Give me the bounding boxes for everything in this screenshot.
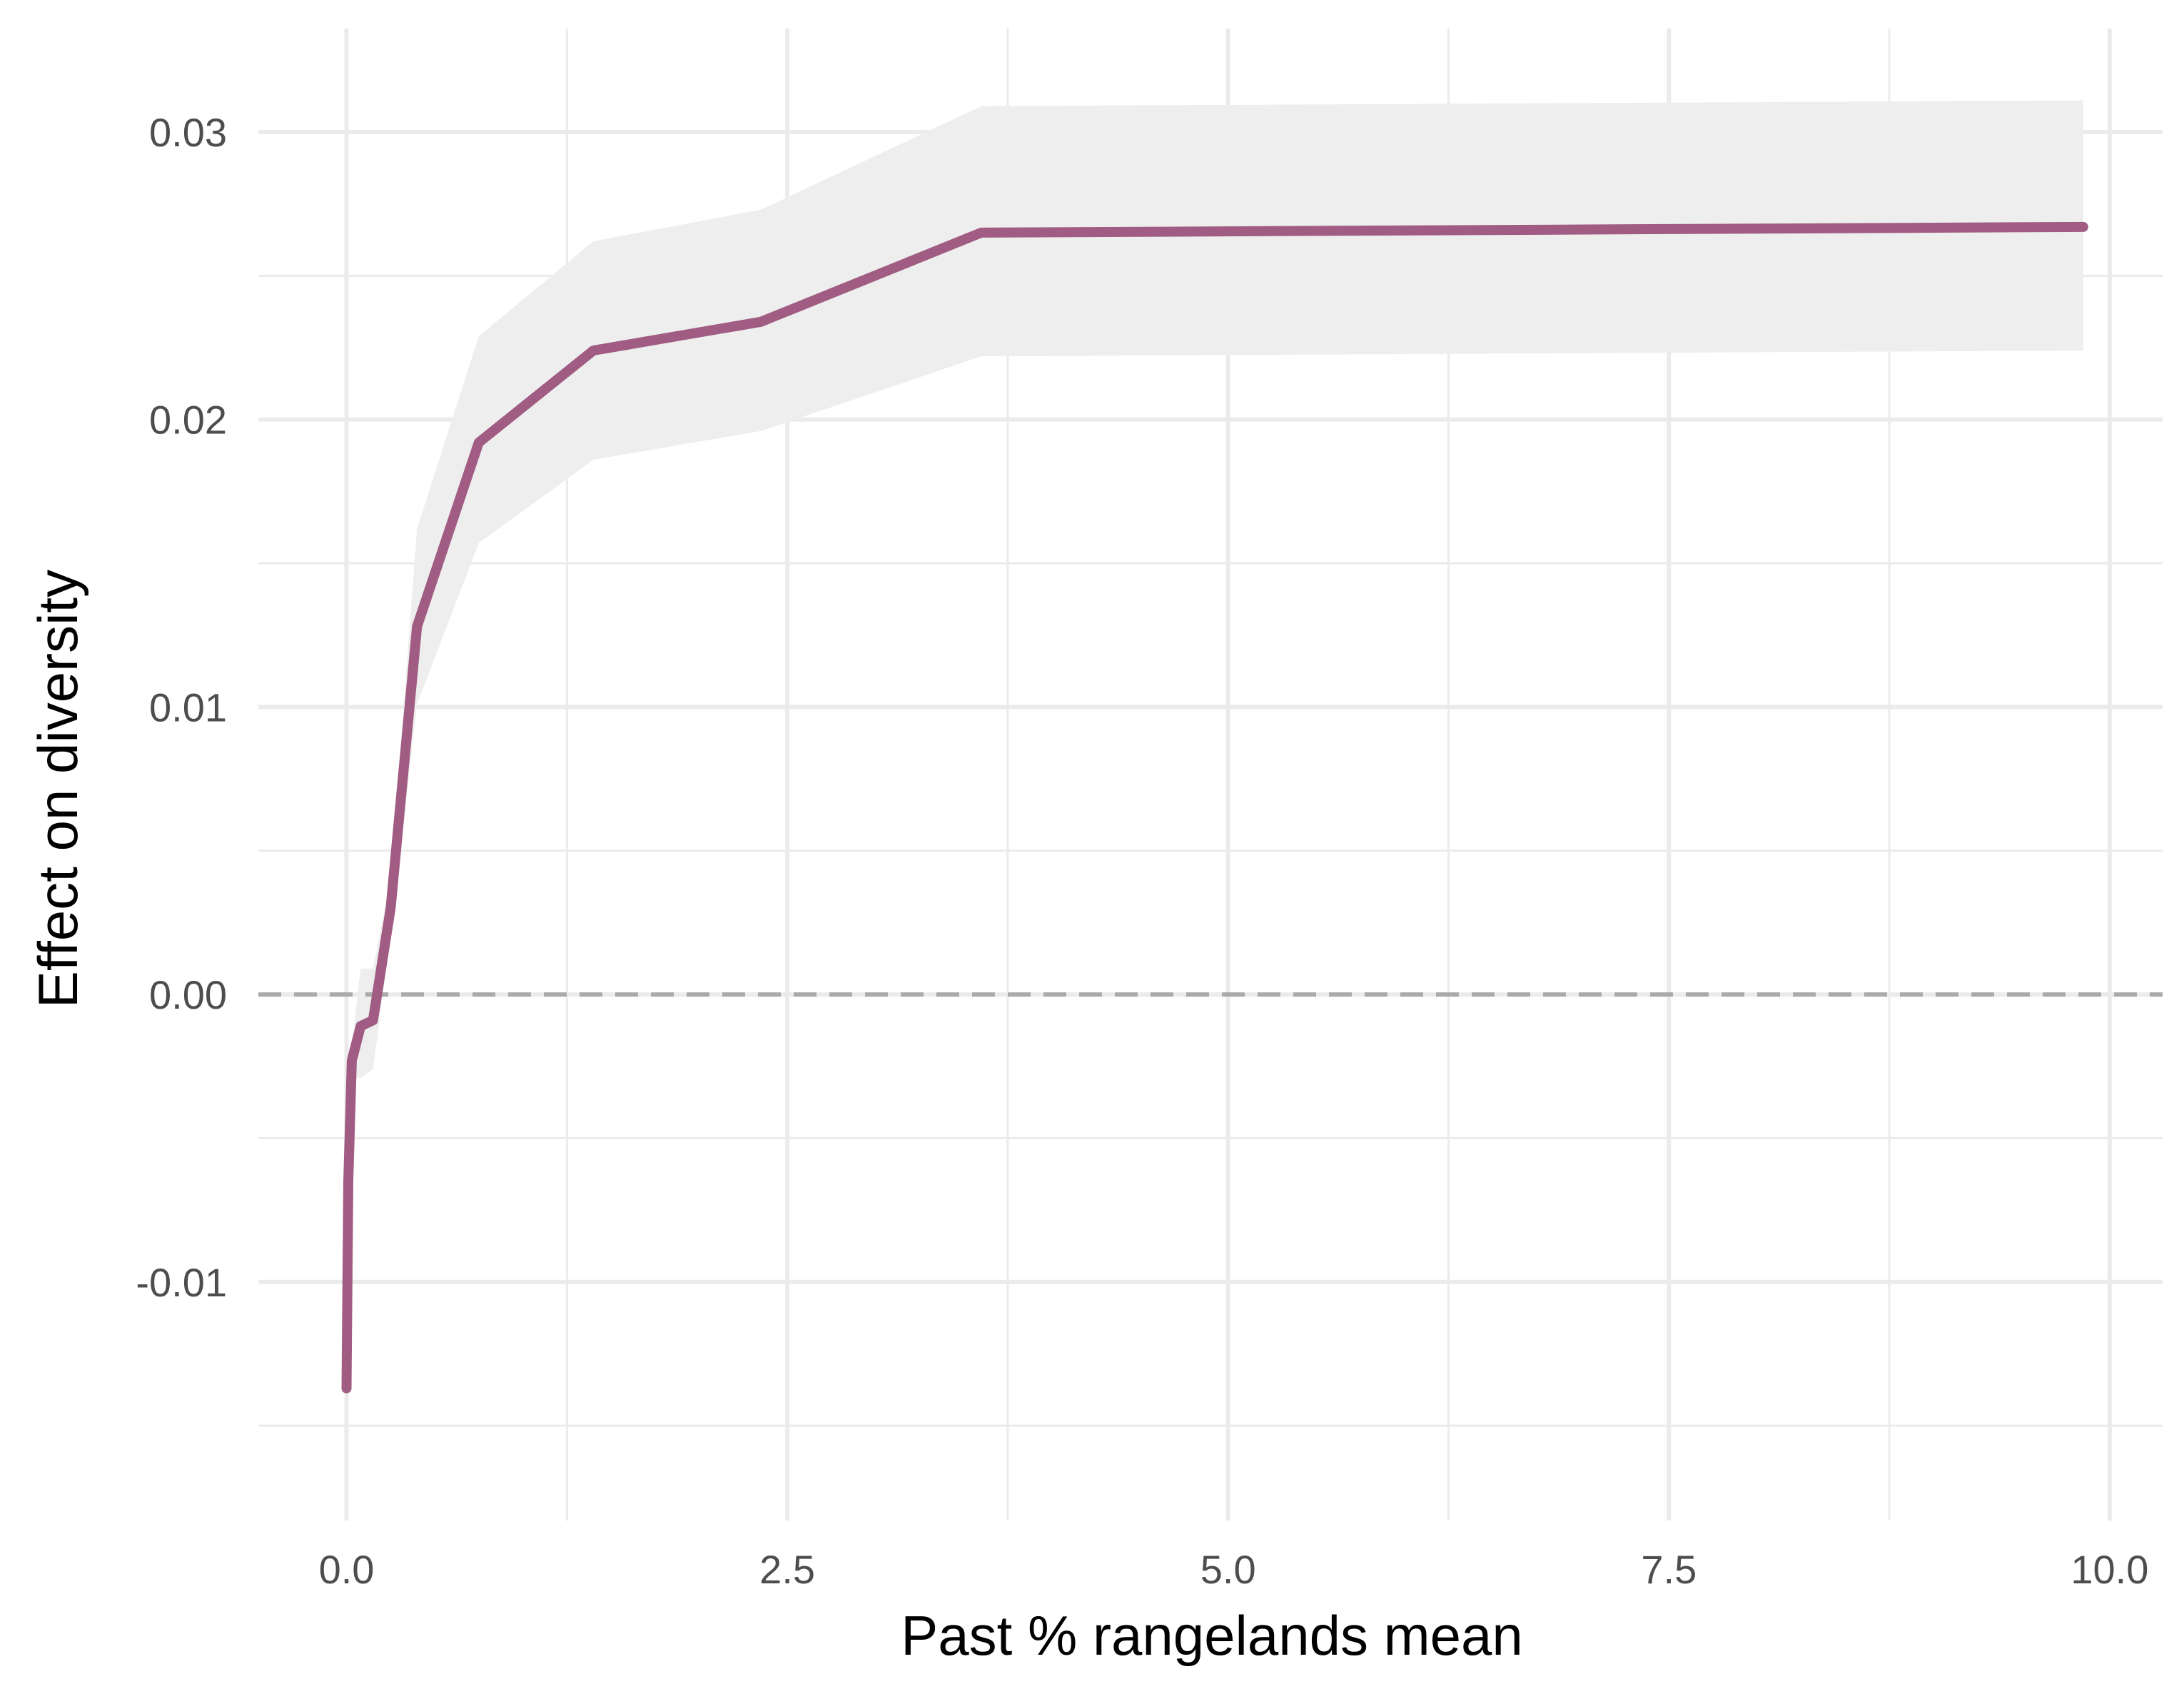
y-tick-label: 0.02 [149,398,227,443]
y-axis-title: Effect on diversity [26,570,89,1008]
x-tick-label: 10.0 [2071,1547,2148,1592]
confidence-ribbon [346,100,2083,1388]
x-tick-label: 7.5 [1641,1547,1697,1592]
y-tick-label: 0.00 [149,972,227,1017]
x-tick-label: 0.0 [319,1547,375,1592]
confidence-ribbon-layer [346,100,2083,1388]
y-tick-labels: -0.01 0.00 0.01 0.02 0.03 [136,110,227,1305]
y-tick-label: 0.03 [149,110,227,155]
y-tick-label: -0.01 [136,1260,227,1305]
x-tick-label: 2.5 [759,1547,815,1592]
x-tick-labels: 0.0 2.5 5.0 7.5 10.0 [319,1547,2149,1592]
effect-line-layer [341,221,2088,1393]
x-axis-title: Past % rangelands mean [901,1604,1523,1667]
x-tick-label: 5.0 [1200,1547,1256,1592]
effect-line [341,221,2088,1393]
y-tick-label: 0.01 [149,685,227,730]
